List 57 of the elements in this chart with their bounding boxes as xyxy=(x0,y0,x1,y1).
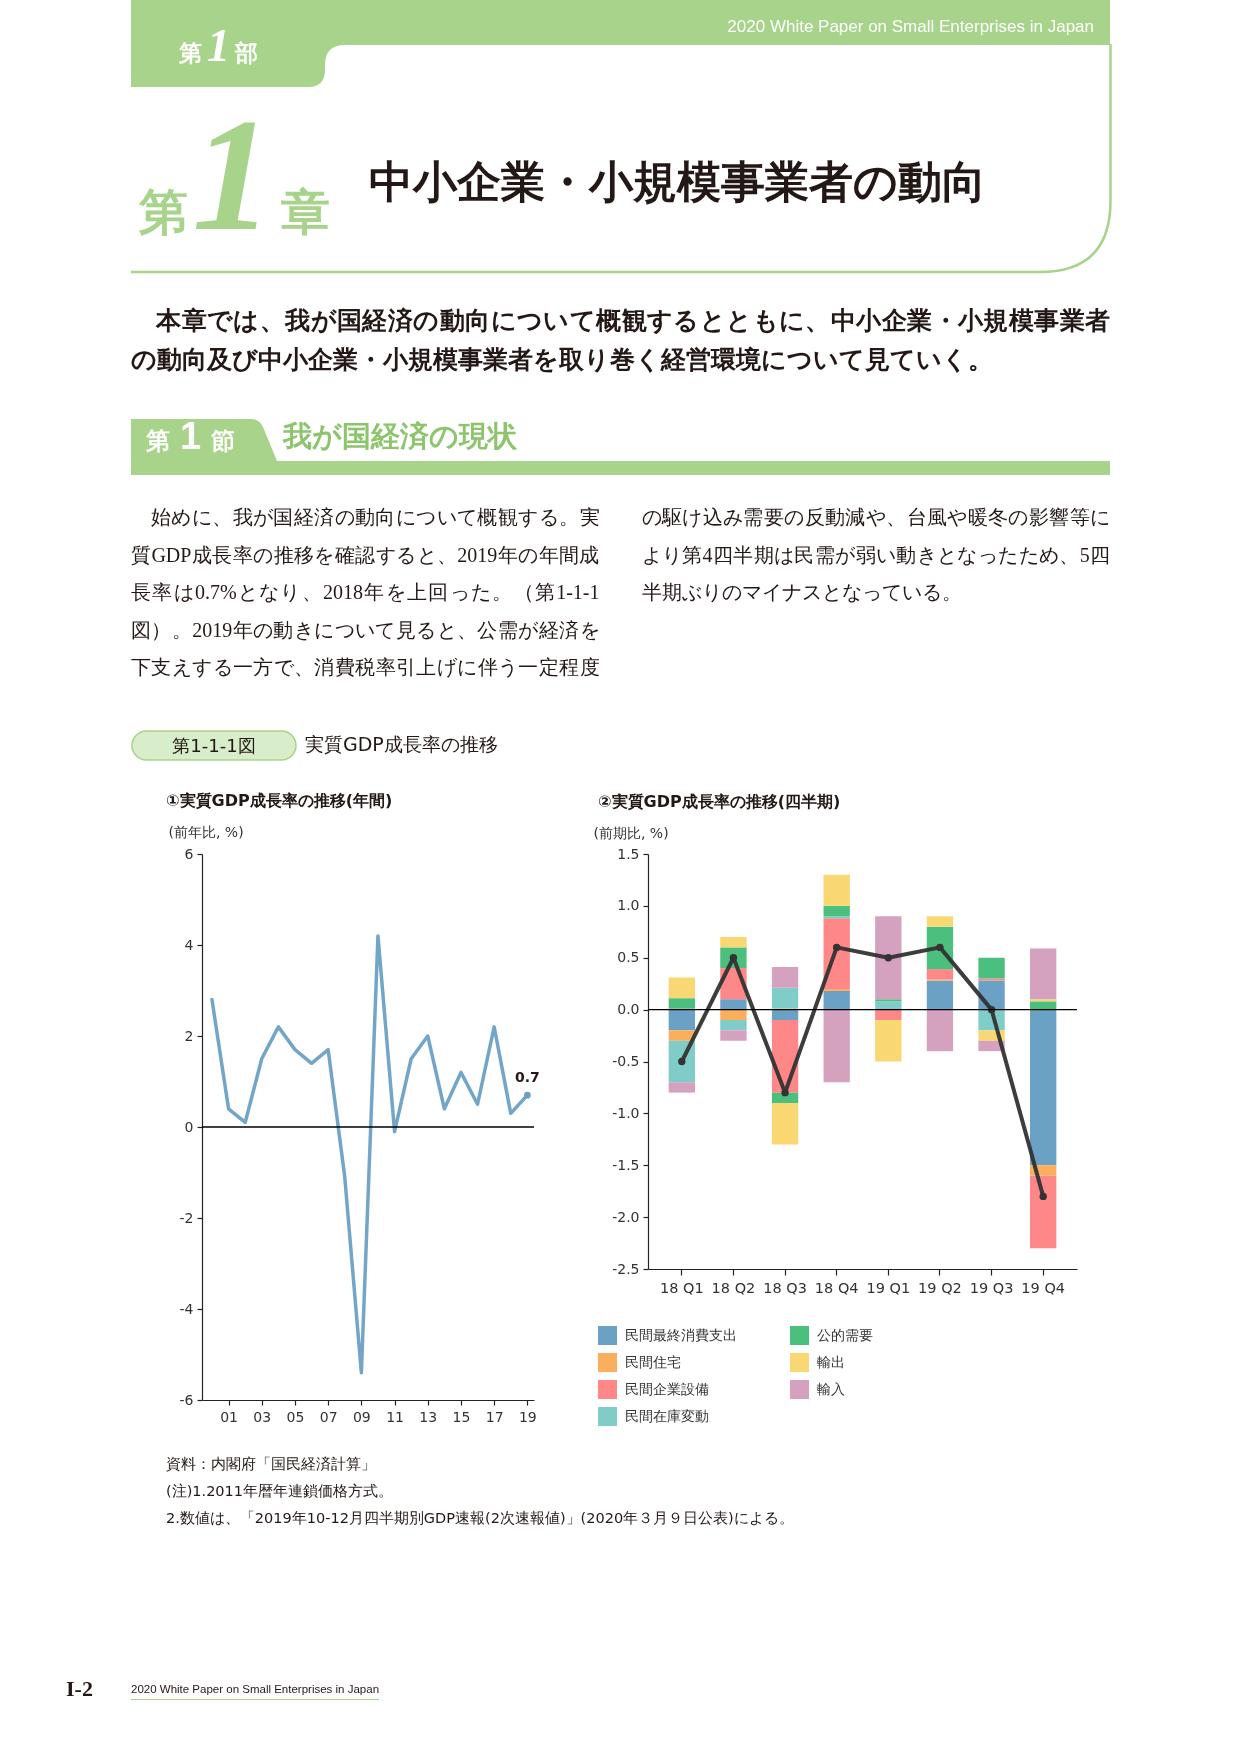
x-tick-label: 01 xyxy=(220,1408,238,1425)
y-tick-label: 4 xyxy=(184,936,194,953)
x-tick-label: 19 Q3 xyxy=(969,1279,1014,1296)
x-tick-label: 13 xyxy=(419,1408,438,1425)
y-tick-label: -2.5 xyxy=(612,1260,640,1277)
data-label: 0.7 xyxy=(514,1069,540,1086)
legend-label: 公的需要 xyxy=(817,1326,873,1343)
y-axis-title: (前期比, %) xyxy=(593,824,669,841)
legend-label: 民間住宅 xyxy=(625,1353,681,1370)
y-tick-label: 0.5 xyxy=(617,949,640,966)
y-tick-label: 0 xyxy=(184,1118,194,1135)
x-tick-label: 19 xyxy=(518,1408,537,1425)
legend-label: 輸入 xyxy=(817,1380,845,1397)
y-axis-title: (前年比, %) xyxy=(168,823,244,840)
legend-label: 民間最終消費支出 xyxy=(625,1326,737,1343)
text: 2.数値は、「2019年10-12月四半期別GDP速報(2次速報値)」(2020年３月９日公表)による。 xyxy=(166,1510,794,1528)
x-tick-label: 07 xyxy=(319,1408,338,1425)
x-tick-label: 19 Q2 xyxy=(918,1279,962,1296)
text: 始めに、我が国経済の動向について概観する。実質GDP成長率の推移を確認すると、2019年の年間成長率は0.7%となり、2018年を上回った。（第1-1-1図）。2019年の動きについて見ると、公需が経済を下支えする一方で、消費税率引上げに伴う一定程度の駆け込み需要の反動減や、台風や暖冬の影響等により第4四半期は民需が弱い動きとなったため、5四半期ぶりのマイナスとなっている。 xyxy=(131,506,1110,679)
y-tick-label: 1.5 xyxy=(617,845,640,862)
y-tick-label: 0.0 xyxy=(617,1001,640,1018)
text: 我が国経済の現状 xyxy=(283,419,517,454)
text: (注)1.2011年暦年連鎖価格方式。 xyxy=(166,1483,394,1501)
x-tick-label: 09 xyxy=(352,1408,371,1425)
x-tick-label: 18 Q3 xyxy=(763,1279,807,1296)
x-tick-label: 05 xyxy=(286,1408,305,1425)
chart-title: ②実質GDP成長率の推移(四半期) xyxy=(598,792,841,811)
x-tick-label: 03 xyxy=(253,1408,272,1425)
y-tick-label: -6 xyxy=(179,1391,194,1408)
x-tick-label: 18 Q4 xyxy=(814,1279,859,1296)
y-tick-label: 6 xyxy=(184,845,194,862)
y-tick-label: -1.0 xyxy=(612,1104,640,1121)
y-tick-label: -0.5 xyxy=(612,1053,640,1069)
x-tick-label: 18 Q1 xyxy=(659,1279,704,1296)
y-tick-label: 1.0 xyxy=(617,897,640,914)
legend-label: 民間在庫変動 xyxy=(625,1407,709,1424)
y-tick-label: -2.0 xyxy=(612,1208,640,1225)
chart-title: ①実質GDP成長率の推移(年間) xyxy=(166,791,393,810)
x-tick-label: 18 Q2 xyxy=(711,1279,756,1296)
x-tick-label: 15 xyxy=(452,1408,471,1425)
text: 資料：内閣府「国民経済計算」 xyxy=(166,1456,376,1474)
legend-label: 民間企業設備 xyxy=(625,1380,709,1397)
y-tick-label: -4 xyxy=(179,1300,194,1317)
x-tick-label: 19 Q4 xyxy=(1021,1279,1066,1296)
text: 中小企業・小規模事業者の動向 xyxy=(369,156,986,209)
text: I-2 xyxy=(66,1676,93,1703)
x-tick-label: 17 xyxy=(485,1408,504,1425)
legend-label: 輸出 xyxy=(817,1353,845,1370)
x-tick-label: 19 Q1 xyxy=(866,1279,911,1296)
x-tick-label: 11 xyxy=(386,1408,404,1425)
text: 2020 White Paper on Small Enterprises in Japan xyxy=(727,17,1094,38)
y-tick-label: -2 xyxy=(179,1209,194,1226)
text: 本章では、我が国経済の動向について概観するとともに、中小企業・小規模事業者の動向及び中小企業・小規模事業者を取り巻く経営環境について見ていく。 xyxy=(131,305,1110,376)
y-tick-label: 2 xyxy=(184,1027,194,1044)
text: 実質GDP成長率の推移 xyxy=(305,733,498,756)
text: 2020 White Paper on Small Enterprises in Japan xyxy=(131,1683,380,1700)
y-tick-label: -1.5 xyxy=(612,1156,640,1173)
